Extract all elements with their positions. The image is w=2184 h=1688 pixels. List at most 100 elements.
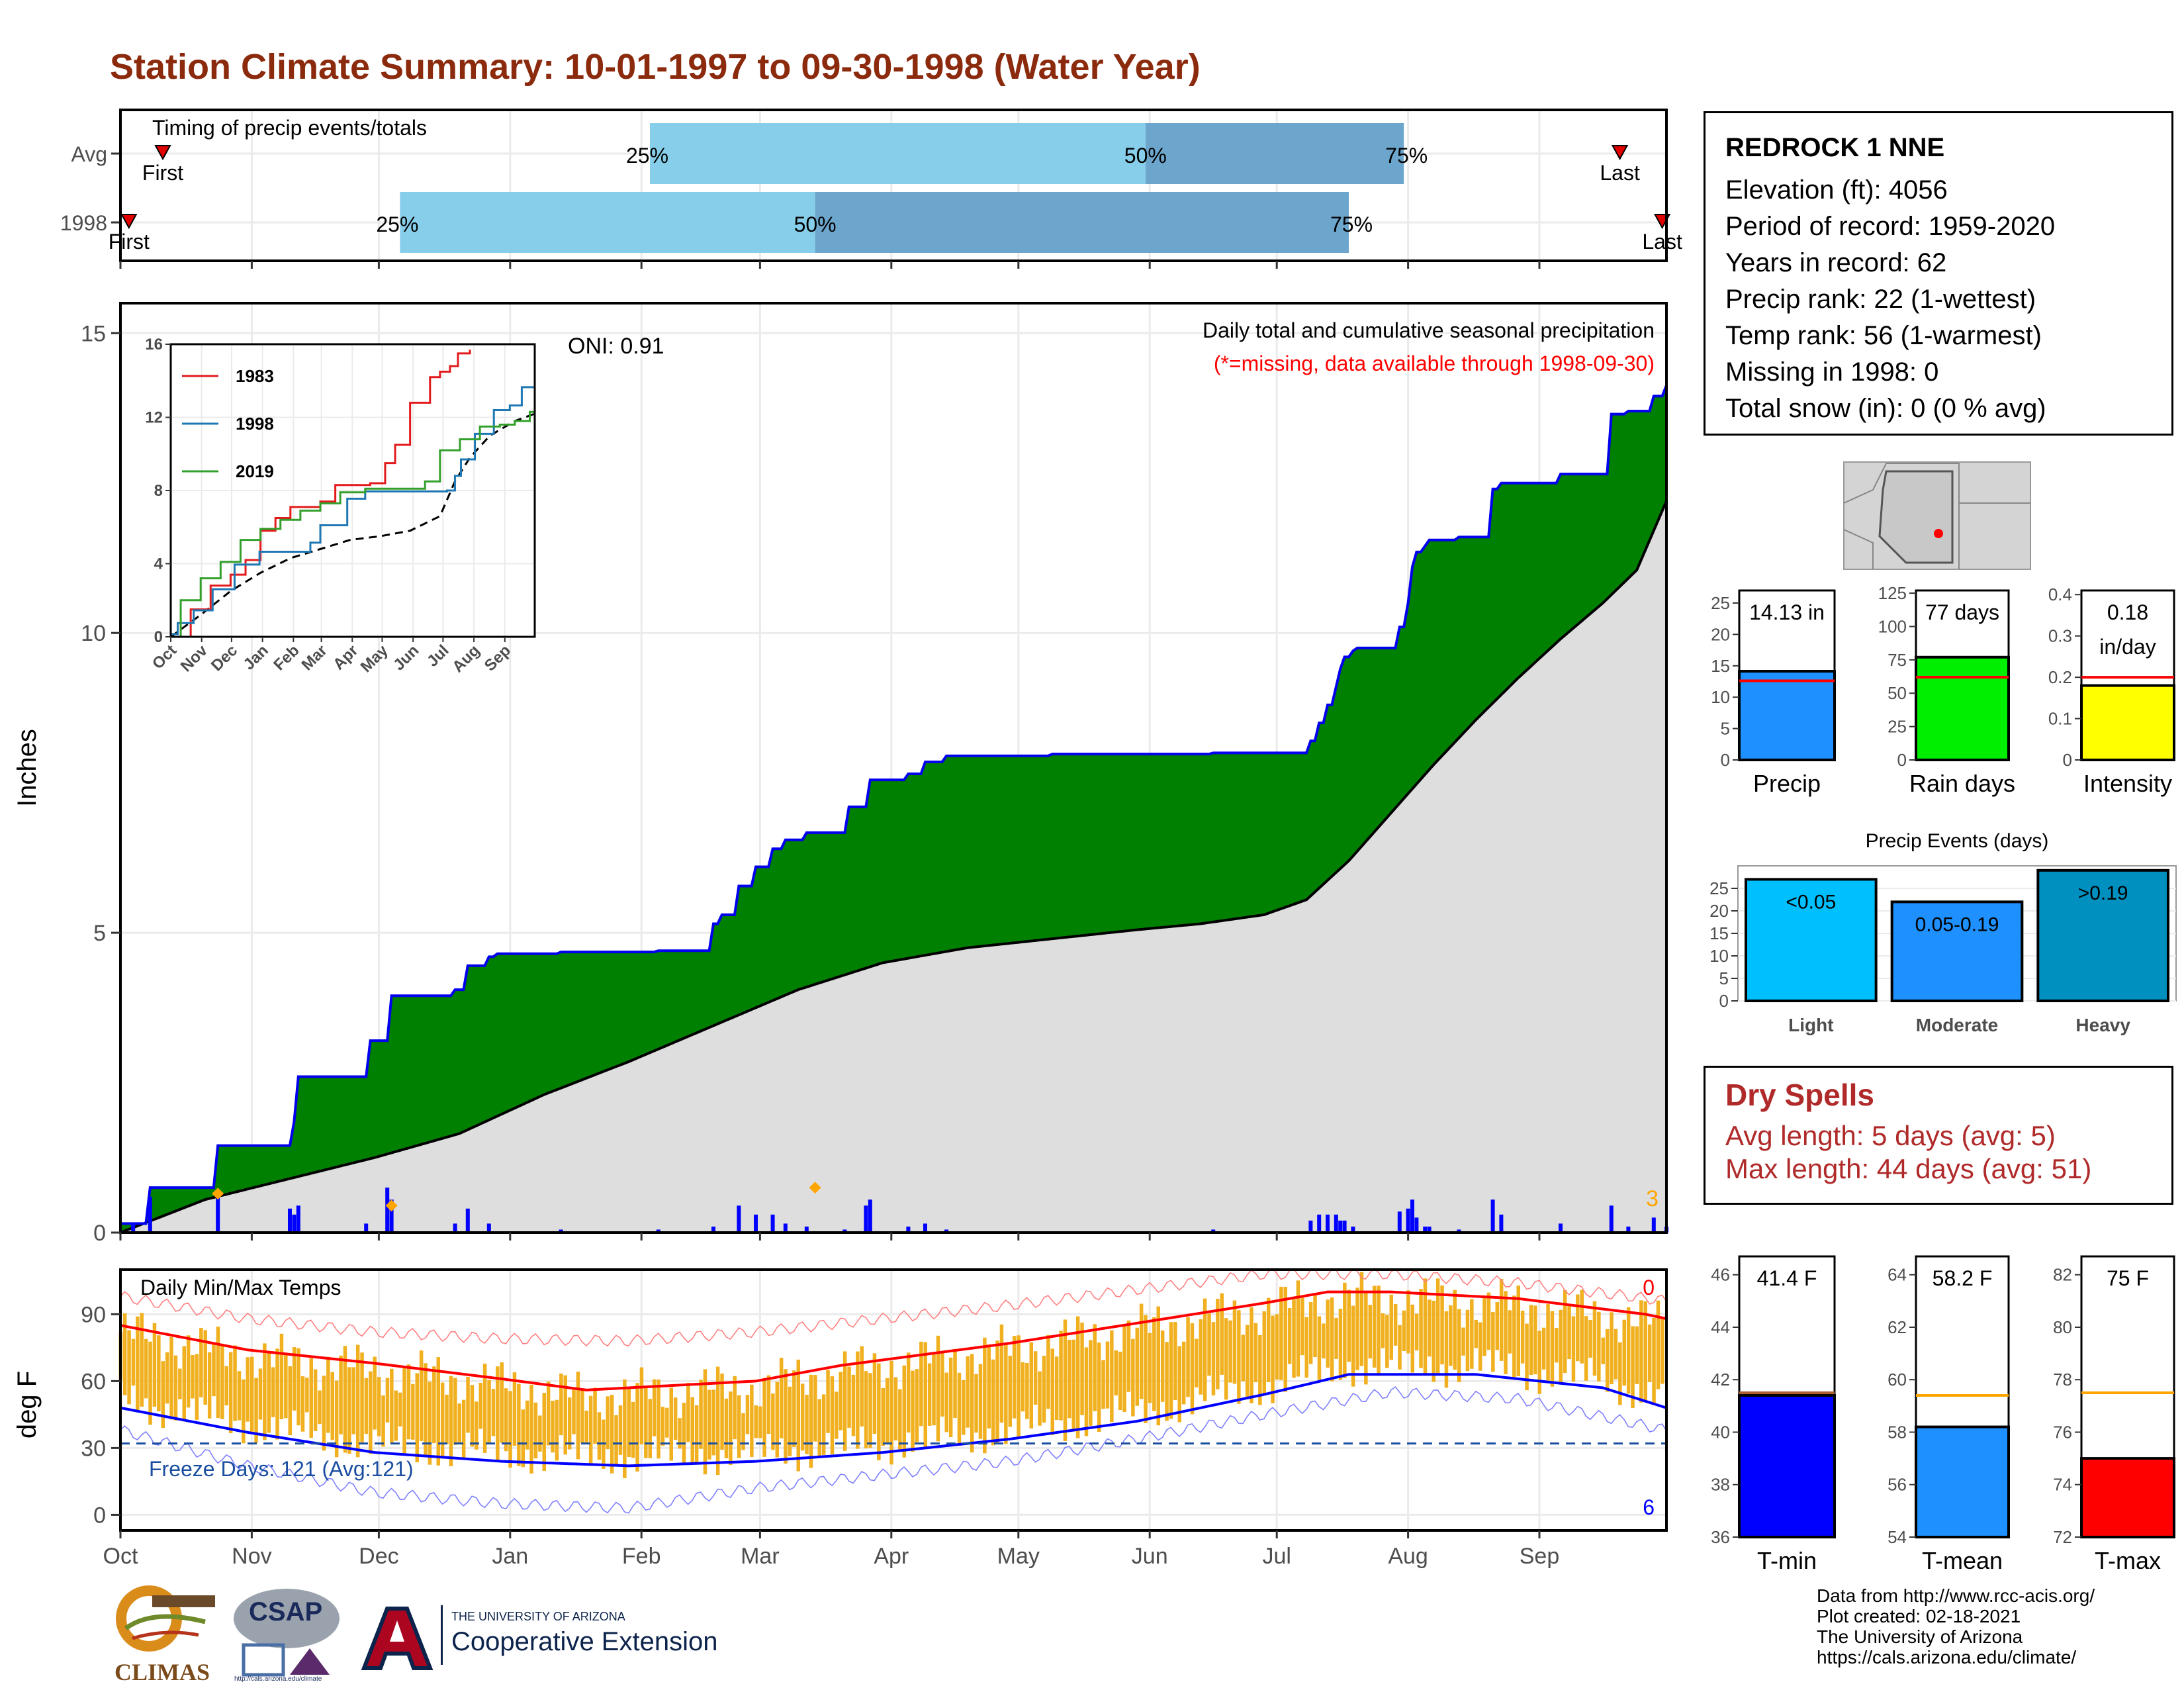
daily-temp-bar bbox=[948, 1357, 953, 1437]
daily-temp-bar bbox=[614, 1415, 618, 1466]
month-tick-label: Nov bbox=[232, 1544, 271, 1569]
daily-precip-bar bbox=[1317, 1214, 1322, 1233]
daily-temp-bar bbox=[839, 1372, 842, 1430]
month-tick-label: Jul bbox=[1262, 1544, 1291, 1569]
daily-temp-bar bbox=[999, 1324, 1004, 1423]
raindays-bar-tick-label: 0 bbox=[1897, 750, 1907, 770]
precip-y-tick-label: 0 bbox=[93, 1221, 106, 1246]
daily-temp-bar bbox=[1499, 1279, 1504, 1361]
daily-temp-bar bbox=[373, 1356, 377, 1430]
daily-temp-bar bbox=[258, 1368, 263, 1420]
daily-temp-bar bbox=[758, 1406, 762, 1438]
daily-temp-bar bbox=[1258, 1335, 1262, 1405]
rec-max-line bbox=[120, 1268, 1667, 1347]
precip-bar-tick-label: 25 bbox=[1711, 593, 1730, 613]
daily-temp-bar bbox=[1029, 1342, 1033, 1429]
tmean-bar-value-bar bbox=[1915, 1425, 2010, 1538]
precip-bar-tick-label: 20 bbox=[1711, 624, 1730, 644]
daily-temp-bar bbox=[1597, 1311, 1601, 1382]
inset-y-tick-label: 12 bbox=[145, 409, 163, 427]
timing-label-q50: 50% bbox=[794, 212, 837, 236]
daily-temp-bar bbox=[919, 1341, 923, 1427]
daily-temp-bar bbox=[1071, 1339, 1075, 1432]
daily-temp-bar bbox=[606, 1396, 610, 1450]
raindays-bar-value-label: 77 days bbox=[1925, 600, 1999, 624]
tmin-bar-tick-label: 40 bbox=[1711, 1422, 1730, 1442]
daily-temp-bar bbox=[754, 1405, 758, 1438]
daily-temp-bar bbox=[1038, 1371, 1042, 1426]
daily-temp-bar bbox=[576, 1372, 580, 1460]
daily-temp-bar bbox=[978, 1364, 983, 1439]
daily-temp-bar bbox=[1432, 1301, 1435, 1382]
daily-temp-bar bbox=[1152, 1317, 1156, 1411]
daily-temp-bar bbox=[639, 1367, 644, 1445]
daily-temp-bar bbox=[694, 1405, 699, 1464]
daily-temp-bar bbox=[555, 1399, 559, 1461]
tmin-bar-tick-label: 46 bbox=[1711, 1265, 1730, 1285]
timing-bar-q25-q50 bbox=[400, 192, 815, 253]
daily-temp-bar bbox=[1207, 1313, 1211, 1376]
daily-temp-bar bbox=[1232, 1300, 1237, 1384]
daily-temp-bar bbox=[233, 1345, 237, 1421]
daily-precip-bar bbox=[711, 1226, 715, 1233]
credit-line: The University of Arizona bbox=[1817, 1626, 2023, 1647]
daily-temp-bar bbox=[1118, 1351, 1122, 1411]
events-tick-label: 0 bbox=[1719, 991, 1729, 1011]
intensity-bar-tick-label: 0.4 bbox=[2048, 585, 2072, 604]
daily-temp-bar bbox=[445, 1394, 449, 1444]
timing-bar-q25-q50 bbox=[650, 123, 1146, 184]
daily-temp-bar bbox=[313, 1369, 318, 1431]
daily-temp-bar bbox=[1647, 1324, 1652, 1382]
daily-temp-bar bbox=[983, 1337, 987, 1454]
precip-subtitle: (*=missing, data available through 1998-… bbox=[1214, 352, 1655, 375]
tmax-bar-tick-label: 76 bbox=[2053, 1422, 2072, 1442]
daily-temp-bar bbox=[415, 1373, 419, 1463]
last-event-label: Last bbox=[1600, 161, 1640, 185]
event-bar bbox=[2036, 868, 2169, 1003]
daily-temp-bar bbox=[347, 1367, 351, 1454]
daily-temp-bar bbox=[1245, 1325, 1250, 1397]
daily-temp-bar bbox=[1042, 1356, 1046, 1423]
daily-temp-bar bbox=[398, 1392, 402, 1427]
daily-temp-bar bbox=[987, 1344, 991, 1429]
daily-temp-bar bbox=[254, 1378, 258, 1443]
daily-temp-bar bbox=[1195, 1338, 1199, 1387]
daily-temp-bar bbox=[644, 1387, 648, 1458]
daily-temp-bar bbox=[1381, 1313, 1385, 1348]
daily-temp-bar bbox=[1398, 1325, 1402, 1370]
event-category-label: Moderate bbox=[1916, 1015, 1998, 1035]
daily-temp-bar bbox=[1364, 1292, 1368, 1385]
daily-temp-bar bbox=[322, 1376, 326, 1451]
daily-temp-bar bbox=[250, 1356, 254, 1434]
daily-temp-bar bbox=[1181, 1341, 1186, 1405]
daily-temp-bar bbox=[1440, 1285, 1444, 1365]
daily-precip-bar bbox=[1423, 1226, 1428, 1233]
precip-y-tick-label: 10 bbox=[81, 621, 106, 646]
intensity-bar-value-bar bbox=[2080, 684, 2175, 761]
raindays-bar-tick-label: 25 bbox=[1888, 717, 1907, 737]
tmax-bar-value-bar bbox=[2080, 1457, 2175, 1539]
raindays-bar-tick-label: 75 bbox=[1888, 650, 1907, 670]
daily-temp-bar bbox=[563, 1375, 567, 1455]
daily-temp-bar bbox=[1050, 1348, 1054, 1436]
daily-temp-bar bbox=[729, 1391, 733, 1466]
page-title: Station Climate Summary: 10-01-1997 to 0… bbox=[110, 47, 1201, 87]
daily-temp-bar bbox=[580, 1389, 584, 1444]
tmax-bar-tick-label: 80 bbox=[2053, 1317, 2072, 1337]
dry-spells-avg: Avg length: 5 days (avg: 5) bbox=[1725, 1120, 2056, 1151]
daily-temp-bar bbox=[1317, 1316, 1322, 1380]
station-missing: Missing in 1998: 0 bbox=[1725, 357, 1939, 387]
daily-temp-bar bbox=[271, 1367, 275, 1417]
daily-temp-bar bbox=[457, 1403, 461, 1444]
tmax-bar-value-label: 75 F bbox=[2107, 1266, 2149, 1290]
precip-panel-border bbox=[119, 302, 1668, 1234]
daily-temp-bar bbox=[1516, 1286, 1520, 1376]
daily-temp-bar bbox=[911, 1370, 915, 1452]
daily-precip-bar bbox=[1397, 1211, 1402, 1233]
daily-temp-bar bbox=[432, 1366, 436, 1444]
station-temp-rank: Temp rank: 56 (1-warmest) bbox=[1725, 321, 2042, 350]
daily-temp-bar bbox=[856, 1351, 860, 1449]
daily-temp-bar bbox=[1626, 1307, 1631, 1394]
daily-temp-bar bbox=[817, 1399, 821, 1457]
daily-temp-bar bbox=[720, 1373, 724, 1450]
